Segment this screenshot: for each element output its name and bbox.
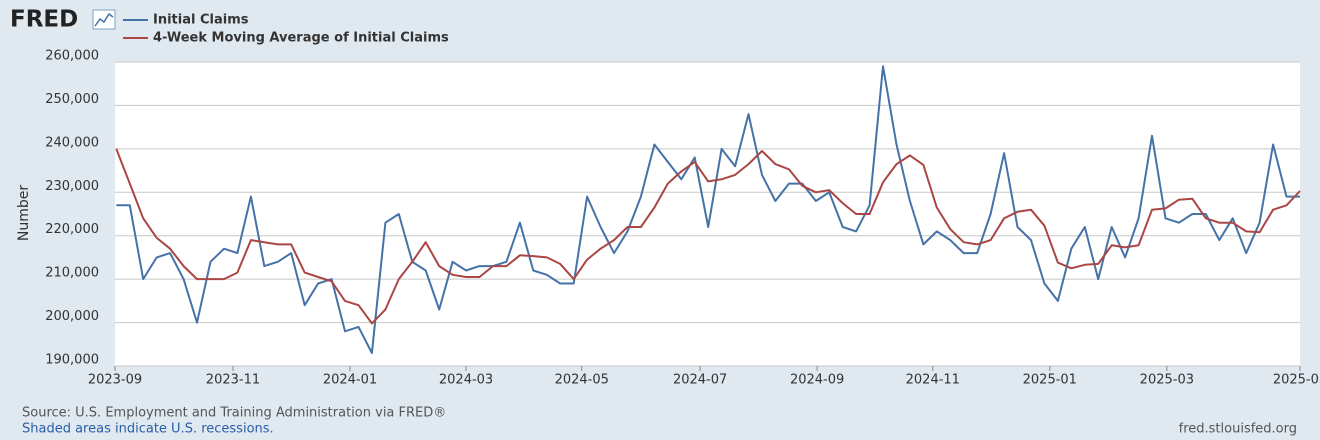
y-tick-label: 200,000 (45, 309, 99, 324)
y-tick-label: 220,000 (45, 222, 99, 237)
source: Source: U.S. Employment and Training Adm… (22, 406, 446, 421)
x-tick-label: 2024-07 (673, 373, 727, 388)
logo: FRED (10, 7, 78, 33)
note: Shaded areas indicate U.S. recessions. (22, 422, 274, 437)
series-line (115, 148, 1301, 325)
x-tick-label: 2024-11 (906, 373, 960, 388)
site: fred.stlouisfed.org (1179, 422, 1297, 437)
legend-label: Initial Claims (153, 13, 249, 28)
x-tick-label: 2024-01 (323, 373, 377, 388)
y-tick-label: 230,000 (45, 179, 99, 194)
x-tick-label: 2024-05 (555, 373, 609, 388)
y-tick-label: 260,000 (45, 49, 99, 64)
legend-label: 4-Week Moving Average of Initial Claims (153, 31, 449, 46)
y-tick-label: 190,000 (45, 353, 99, 368)
y-axis-label: Number (16, 185, 32, 241)
x-tick-label: 2024-09 (790, 373, 844, 388)
x-tick-label: 2025-05 (1273, 373, 1320, 388)
series-line (116, 65, 1300, 354)
x-tick-label: 2023-09 (88, 373, 142, 388)
plot-area (115, 62, 1300, 366)
logo-icon (92, 9, 116, 30)
x-tick-label: 2025-01 (1023, 373, 1077, 388)
x-tick-label: 2025-03 (1140, 373, 1194, 388)
y-tick-label: 210,000 (45, 266, 99, 281)
x-tick-label: 2023-11 (206, 373, 260, 388)
x-tick-label: 2024-03 (439, 373, 493, 388)
y-tick-label: 240,000 (45, 135, 99, 150)
y-tick-label: 250,000 (45, 92, 99, 107)
